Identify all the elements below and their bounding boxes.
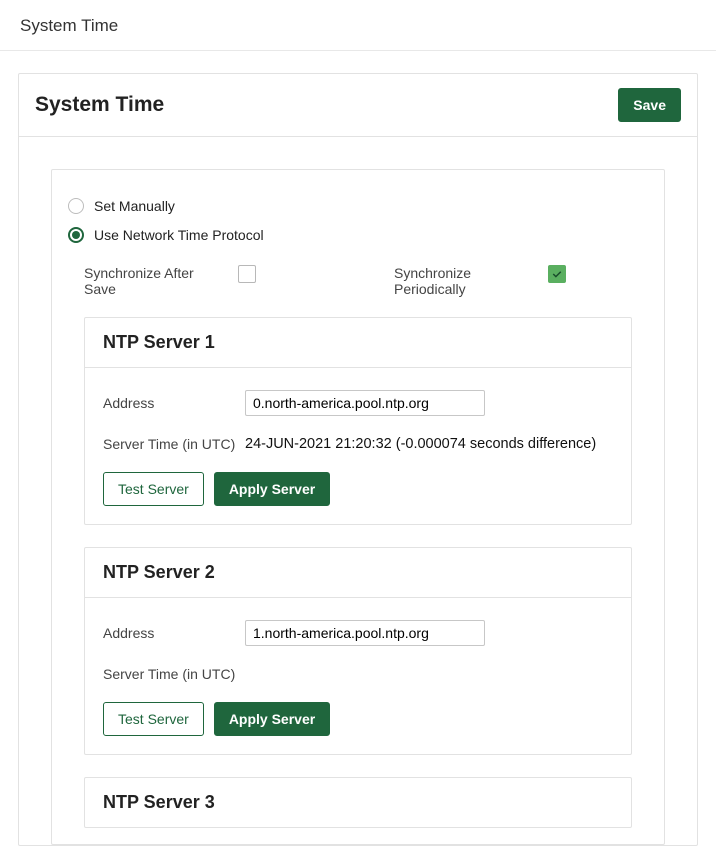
- radio-label: Use Network Time Protocol: [94, 227, 264, 243]
- radio-icon: [68, 198, 84, 214]
- mode-set-manually[interactable]: Set Manually: [68, 198, 648, 214]
- server-card-body: Address Server Time (in UTC) Test Server…: [85, 598, 631, 754]
- sync-options: Synchronize After Save Synchronize Perio…: [84, 265, 648, 297]
- server-card-header: NTP Server 2: [85, 548, 631, 598]
- sync-periodically-option: Synchronize Periodically: [394, 265, 566, 297]
- server-card-header: NTP Server 1: [85, 318, 631, 368]
- server-time-label: Server Time (in UTC): [103, 436, 245, 452]
- check-icon: [551, 268, 563, 280]
- address-row: Address: [103, 390, 613, 416]
- sync-after-save-option: Synchronize After Save: [84, 265, 394, 297]
- server-time-label: Server Time (in UTC): [103, 666, 245, 682]
- server-time-row: Server Time (in UTC) 24-JUN-2021 21:20:3…: [103, 436, 613, 452]
- address-label: Address: [103, 625, 245, 641]
- apply-server-button[interactable]: Apply Server: [214, 702, 330, 736]
- server-buttons: Test Server Apply Server: [103, 702, 613, 736]
- ntp-server-card: NTP Server 1 Address Server Time (in UTC…: [84, 317, 632, 525]
- test-server-button[interactable]: Test Server: [103, 702, 204, 736]
- address-input[interactable]: [245, 620, 485, 646]
- sync-after-save-checkbox[interactable]: [238, 265, 256, 283]
- page-title: System Time: [20, 16, 696, 36]
- server-card-title: NTP Server 1: [103, 332, 613, 353]
- server-card-title: NTP Server 3: [103, 792, 613, 813]
- sync-after-save-label: Synchronize After Save: [84, 265, 224, 297]
- address-input[interactable]: [245, 390, 485, 416]
- address-row: Address: [103, 620, 613, 646]
- save-button[interactable]: Save: [618, 88, 681, 122]
- server-card-header: NTP Server 3: [85, 778, 631, 827]
- sync-periodically-label: Synchronize Periodically: [394, 265, 534, 297]
- system-time-panel: System Time Save Set Manually Use Networ…: [18, 73, 698, 846]
- radio-icon: [68, 227, 84, 243]
- panel-title: System Time: [35, 93, 164, 117]
- server-time-row: Server Time (in UTC): [103, 666, 613, 682]
- server-buttons: Test Server Apply Server: [103, 472, 613, 506]
- apply-server-button[interactable]: Apply Server: [214, 472, 330, 506]
- test-server-button[interactable]: Test Server: [103, 472, 204, 506]
- server-time-value: 24-JUN-2021 21:20:32 (-0.000074 seconds …: [245, 436, 596, 452]
- server-card-title: NTP Server 2: [103, 562, 613, 583]
- radio-label: Set Manually: [94, 198, 175, 214]
- time-mode-group: Set Manually Use Network Time Protocol: [68, 198, 648, 243]
- mode-use-ntp[interactable]: Use Network Time Protocol: [68, 227, 648, 243]
- panel-header: System Time Save: [19, 74, 697, 137]
- page-header: System Time: [0, 0, 716, 51]
- sync-periodically-checkbox[interactable]: [548, 265, 566, 283]
- ntp-server-card: NTP Server 2 Address Server Time (in UTC…: [84, 547, 632, 755]
- ntp-server-card: NTP Server 3: [84, 777, 632, 828]
- server-card-body: Address Server Time (in UTC) 24-JUN-2021…: [85, 368, 631, 524]
- settings-container: Set Manually Use Network Time Protocol S…: [51, 169, 665, 845]
- address-label: Address: [103, 395, 245, 411]
